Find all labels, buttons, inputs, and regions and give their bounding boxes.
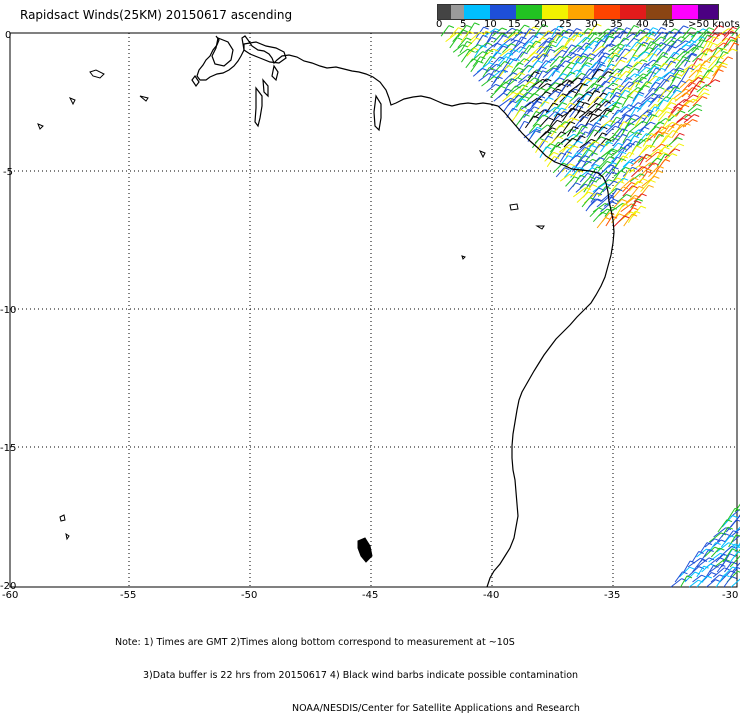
legend-label: 35 [610,19,623,30]
legend-swatch [464,5,490,19]
legend-swatch [672,5,698,19]
wind-map: -60 -55 -50 -45 -40 -35 -30 0 -5 -10 -15… [0,0,740,650]
footnote-line: 3)Data buffer is 22 hrs from 20150617 4)… [115,670,580,681]
legend-label: 25 [559,19,572,30]
footnote-line: Note: 1) Times are GMT 2)Times along bot… [115,637,580,648]
lon-labels: -60 -55 -50 -45 -40 -35 -30 [2,590,738,601]
legend-swatch [620,5,646,19]
lon-label: -35 [604,590,620,601]
legend-label: 15 [508,19,521,30]
legend-label: 40 [636,19,649,30]
legend-swatch [490,5,516,19]
legend-swatch [646,5,672,19]
lat-label: -20 [0,581,16,592]
legend-label: 0 [436,19,442,30]
legend-swatch [542,5,568,19]
legend-swatch [698,5,718,19]
lat-label: -15 [0,443,16,454]
legend-label: 5 [460,19,466,30]
wind-speed-legend [437,4,719,20]
legend-label: 45 [662,19,675,30]
legend-swatch [516,5,542,19]
legend-label: >50 knots [688,19,740,30]
legend-label: 20 [534,19,547,30]
footnote-line: NOAA/NESDIS/Center for Satellite Applica… [115,703,580,714]
legend-label: 30 [585,19,598,30]
legend-labels: 0 5 10 15 20 25 30 35 40 45 >50 knots [437,19,737,31]
islands [38,70,544,562]
legend-label: 10 [484,19,497,30]
lon-label: -55 [120,590,136,601]
lat-label: -10 [0,305,16,316]
lon-label: -40 [483,590,499,601]
legend-swatch [568,5,594,19]
lon-label: -30 [722,590,738,601]
wind-swath-northeast [441,23,740,228]
wind-swath-southeast [671,500,740,587]
lon-label: -45 [362,590,378,601]
lat-label: -5 [3,167,13,178]
legend-swatch [451,5,464,19]
legend-swatch [438,5,451,19]
footnotes: Note: 1) Times are GMT 2)Times along bot… [115,615,580,725]
lat-labels: 0 -5 -10 -15 -20 [0,30,16,592]
legend-swatch [594,5,620,19]
map-title: Rapidsact Winds(25KM) 20150617 ascending [20,8,292,22]
lon-label: -50 [241,590,257,601]
lat-label: 0 [5,30,11,41]
